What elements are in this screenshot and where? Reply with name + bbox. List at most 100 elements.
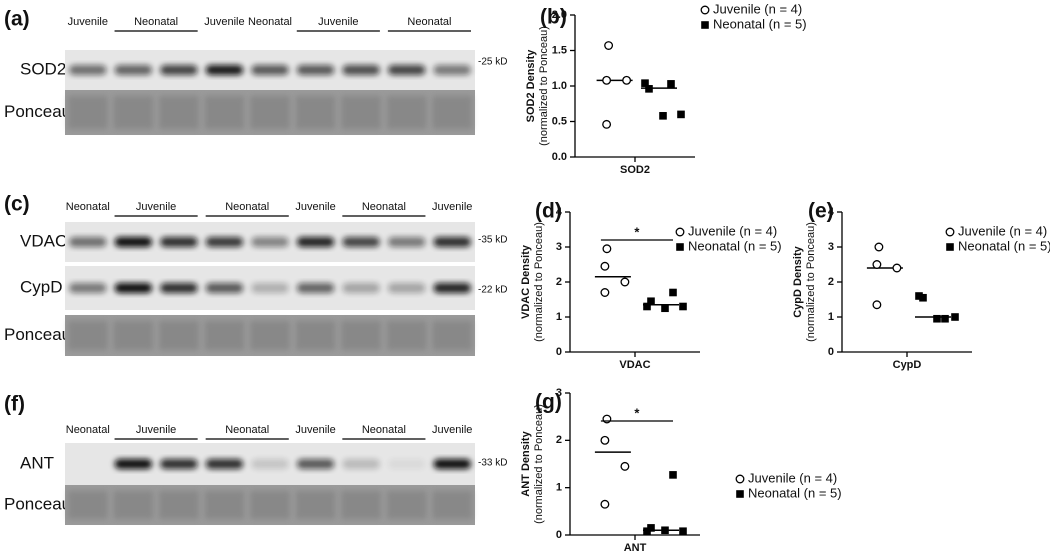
ponceau-lane [341,96,381,129]
lane-group-label: Neonatal [362,424,406,436]
legend-marker [676,243,684,251]
lane-group-label: Juvenile [136,201,176,213]
band [160,283,198,293]
legend-label: Juvenile (n = 4) [688,223,777,238]
ponceau-lane [113,96,154,129]
point [602,244,612,254]
size-marker: -33 kD [478,458,507,469]
y-tick-label: 1 [556,482,562,494]
band [114,65,153,75]
y-tick-label: 4 [828,206,835,218]
ponceau-lane [295,321,336,350]
band [114,459,153,469]
panel-label: (a) [4,8,30,31]
y-tick-label: 0 [556,346,562,358]
y-axis-title: ANT Density [520,430,532,496]
legend-label: Neonatal (n = 5) [688,238,782,253]
ponceau-lane [204,321,245,350]
ponceau-lane [250,491,290,519]
point [643,527,651,536]
row-label: Ponceau [4,494,71,513]
point [645,85,653,93]
panel-label: (c) [4,193,30,216]
band [251,459,289,469]
point [667,80,675,88]
legend-label: Juvenile (n = 4) [713,1,802,16]
panel-label: (e) [808,200,834,223]
x-tick-label: CypD [893,359,922,371]
band [433,283,471,293]
point [602,414,612,424]
point [679,527,687,536]
ponceau-lane [250,96,290,129]
y-tick-label: 1 [556,311,562,323]
ponceau-lane [159,96,199,129]
ponceau-lane [204,96,245,129]
point [600,261,610,271]
size-marker: -22 kD [478,285,507,296]
point [602,119,612,129]
legend-marker [700,5,710,15]
row-label: ANT [20,453,54,472]
band [296,65,335,75]
ponceau-lane [341,321,381,350]
legend-label: Juvenile (n = 4) [748,470,837,485]
point [941,314,949,323]
band [296,237,335,247]
point [600,435,610,445]
ponceau-lane [68,321,108,350]
lane-group-label: Juvenile [432,201,472,213]
y-tick-label: 0.5 [552,115,567,127]
panel-label: (d) [535,200,562,223]
band [251,237,289,247]
band [296,283,335,293]
ponceau-lane [68,491,108,519]
legend-marker [701,21,709,29]
lane-group-label: Neonatal [225,424,269,436]
point [643,302,651,311]
legend-label: Neonatal (n = 5) [958,238,1050,253]
ponceau-lane [159,491,199,519]
band [114,283,153,293]
point [641,79,649,87]
row-label: SOD2 [20,59,66,78]
ponceau-lane [295,96,336,129]
ponceau-lane [432,491,472,519]
band [205,459,244,469]
point [647,524,655,532]
point [600,288,610,297]
point [669,288,677,297]
size-marker: -35 kD [478,235,507,246]
band [433,237,471,247]
point [602,75,612,85]
y-tick-label: 0 [556,529,562,541]
ponceau-lane [113,491,154,519]
point [661,526,669,535]
band [342,237,380,247]
band [251,65,289,75]
lane-group-label: Neonatal [66,201,110,213]
y-axis-title: SOD2 Density [525,49,537,123]
legend-label: Neonatal (n = 5) [748,485,842,500]
band [251,283,289,293]
lane-group-label: Neonatal [362,201,406,213]
panel-label: (g) [535,391,562,414]
y-tick-label: 2 [556,276,562,288]
significance-label: * [634,405,640,420]
x-tick-label: VDAC [619,359,650,371]
x-tick-label: ANT [624,542,647,554]
y-tick-label: 0 [828,346,834,358]
band [296,459,335,469]
band [387,459,426,469]
size-marker: -25 kD [478,57,507,68]
band [205,283,244,293]
legend-marker [945,227,955,237]
y-tick-label: 4 [556,206,563,218]
ponceau-lane [386,96,427,129]
ponceau-lane [341,491,381,519]
lane-group-label: Juvenile [432,424,472,436]
band [160,65,198,75]
row-label: VDAC [20,231,67,250]
point [892,263,902,273]
